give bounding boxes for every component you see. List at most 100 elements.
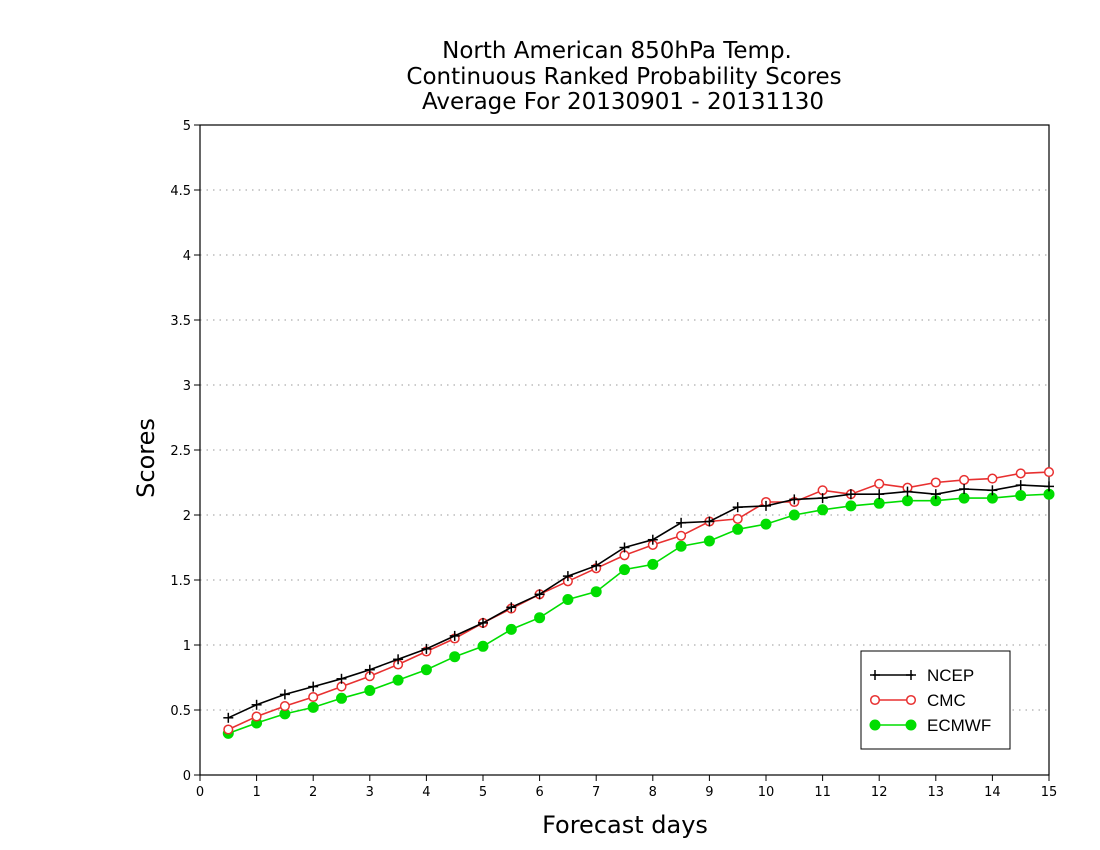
legend-item-cmc: CMC — [869, 691, 966, 710]
x-tick-label: 6 — [535, 785, 543, 800]
ncep-point — [421, 643, 432, 654]
ecmwf-point — [392, 674, 404, 686]
cmc-point — [676, 530, 687, 541]
ecmwf-point — [647, 558, 659, 570]
x-tick-label: 2 — [309, 785, 317, 800]
ecmwf-point — [449, 651, 461, 663]
legend-item-ncep: NCEP — [870, 666, 974, 685]
ecmwf-point — [505, 623, 517, 635]
ncep-point — [591, 560, 602, 571]
x-tick-label: 5 — [479, 785, 487, 800]
ncep-point — [251, 699, 262, 710]
legend-marker-ncep — [870, 670, 880, 680]
ecmwf-point — [703, 535, 715, 547]
ecmwf-point — [817, 504, 829, 516]
y-tick-label: 0 — [183, 769, 191, 784]
ecmwf-point — [477, 640, 489, 652]
y-tick-label: 2 — [183, 509, 191, 524]
ncep-point — [789, 494, 800, 505]
ncep-point — [987, 485, 998, 496]
ncep-point — [478, 617, 488, 628]
ncep-point — [647, 534, 658, 545]
ncep-point — [761, 500, 771, 511]
y-gridlines — [200, 189, 1049, 711]
y-axis-label: Scores — [132, 418, 160, 498]
x-tick-label: 13 — [928, 785, 945, 800]
ncep-point — [562, 571, 573, 582]
ncep-point — [449, 630, 460, 641]
y-tick-label: 2.5 — [170, 444, 191, 459]
ncep-point — [930, 489, 941, 500]
cmc-point — [930, 477, 941, 488]
ecmwf-point — [760, 518, 772, 530]
ecmwf-point — [336, 692, 347, 704]
plot-frame — [199, 124, 1050, 776]
legend-item-ecmwf: ECMWF — [869, 716, 991, 735]
ncep-point — [223, 712, 234, 723]
x-tick-label: 7 — [592, 785, 600, 800]
cmc-point — [279, 701, 290, 712]
ncep-point — [619, 542, 630, 553]
ncep-point — [279, 689, 290, 700]
ncep-point — [676, 517, 687, 528]
ncep-point — [1015, 480, 1026, 491]
x-tick-label: 4 — [422, 785, 430, 800]
cmc-point — [1043, 467, 1055, 478]
series-ncep — [223, 480, 1054, 723]
ncep-point — [959, 484, 970, 494]
ncep-point — [506, 602, 517, 613]
cmc-point — [987, 473, 998, 484]
ecmwf-point — [534, 612, 546, 624]
ncep-point — [308, 681, 319, 692]
legend-label-cmc: CMC — [927, 691, 966, 710]
x-tick-label: 12 — [871, 785, 888, 800]
cmc-point — [223, 724, 234, 735]
ecmwf-point — [675, 540, 687, 552]
ncep-point — [732, 502, 743, 513]
ncep-point — [336, 673, 347, 684]
ecmwf-point — [562, 594, 574, 605]
ncep-point — [902, 486, 913, 497]
x-tick-label: 3 — [366, 785, 374, 800]
y-tick-label: 4.5 — [170, 184, 191, 199]
cmc-point — [251, 711, 262, 722]
ncep-point — [817, 493, 828, 504]
y-tick-label: 1 — [183, 639, 191, 654]
ncep-point — [704, 516, 715, 527]
y-axis-ticks: 0 0.5 1 1.5 2 2.5 3 3.5 4 4.5 5 — [170, 119, 200, 784]
x-tick-label: 0 — [196, 785, 204, 800]
ecmwf-point — [307, 701, 319, 713]
ecmwf-point — [902, 495, 913, 507]
y-tick-label: 0.5 — [170, 704, 191, 719]
legend-marker-ecmwf — [869, 719, 881, 731]
ecmwf-point — [873, 497, 885, 509]
ecmwf-point — [732, 523, 744, 535]
ncep-point — [534, 589, 545, 600]
series-ecmwf — [222, 488, 1055, 739]
legend-label-ncep: NCEP — [927, 666, 974, 685]
chart-title: North American 850hPa Temp. Continuous R… — [406, 38, 841, 115]
y-tick-label: 4 — [183, 249, 191, 264]
cmc-point — [959, 474, 970, 485]
cmc-point — [308, 691, 319, 703]
ncep-point — [1044, 481, 1054, 492]
legend-marker-ncep — [906, 670, 916, 680]
ecmwf-point — [845, 500, 857, 512]
x-tick-label: 8 — [649, 785, 657, 800]
ncep-point — [393, 654, 404, 665]
ecmwf-point — [1015, 490, 1027, 501]
ecmwf-point — [958, 492, 970, 504]
ncep-point — [364, 664, 375, 675]
cmc-point — [732, 513, 743, 524]
x-tick-label: 15 — [1041, 785, 1058, 800]
ncep-point — [845, 489, 856, 500]
ecmwf-point — [590, 586, 602, 598]
ecmwf-point — [619, 564, 630, 576]
x-axis-label: Forecast days — [542, 811, 708, 839]
legend-label-ecmwf: ECMWF — [927, 716, 991, 735]
ecmwf-point — [420, 664, 432, 676]
x-tick-label: 14 — [984, 785, 1001, 800]
chart-title-line-3: Average For 20130901 - 20131130 — [422, 89, 824, 115]
cmc-point — [1015, 468, 1026, 479]
